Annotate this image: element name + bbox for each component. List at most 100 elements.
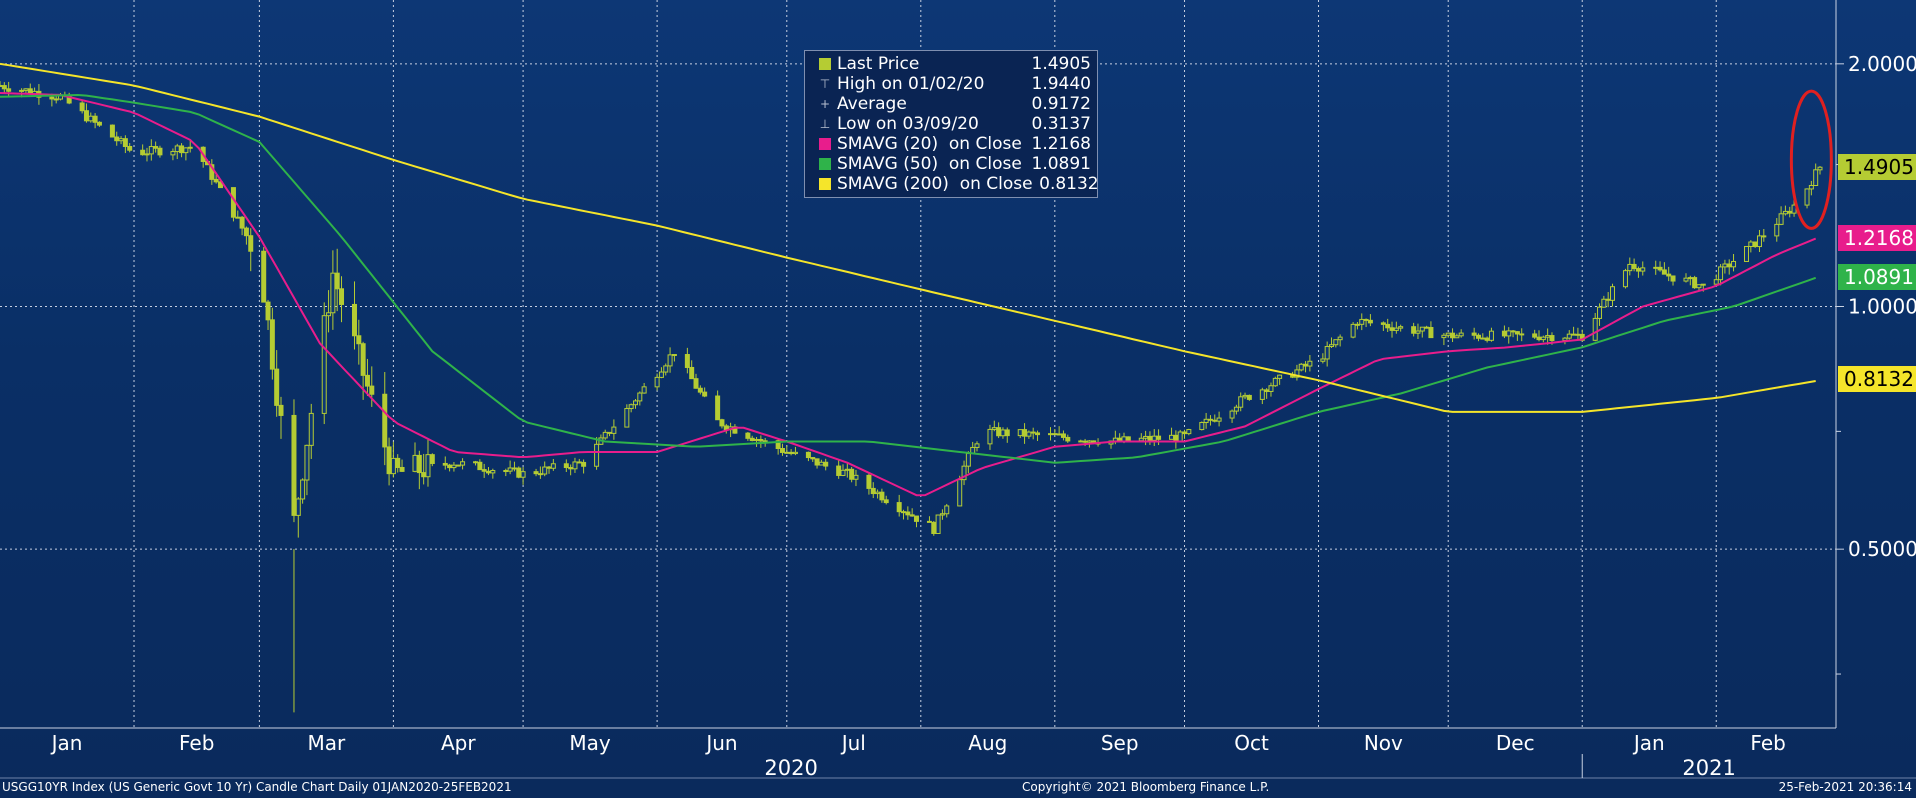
candle-body (537, 473, 543, 476)
candle-body (1238, 396, 1244, 408)
candle-body (19, 89, 25, 92)
highlight-ellipse (1789, 89, 1833, 230)
candle-body (658, 371, 664, 378)
candle-body (749, 437, 755, 442)
candle-body (866, 474, 872, 489)
candle-body (1657, 266, 1663, 271)
candle-body (961, 465, 967, 481)
candle-body (1004, 429, 1010, 437)
candle-body (248, 235, 254, 252)
candle-body (127, 145, 133, 151)
legend-label: SMAVG (50) on Close (837, 154, 1022, 174)
legend-value: 1.9440 (1031, 74, 1091, 94)
candle-body (602, 431, 608, 439)
candle-body (1169, 434, 1175, 440)
candle-body (1000, 429, 1006, 437)
candle-body (1536, 336, 1542, 341)
candle-body (416, 454, 422, 474)
candle-body (1718, 266, 1724, 281)
candle-body (304, 444, 310, 481)
candle-body (1017, 429, 1023, 437)
candle-body (486, 470, 492, 474)
candle-body (118, 138, 124, 142)
x-tick-label: Feb (1750, 731, 1785, 755)
candle-body (788, 451, 794, 455)
candle-body (1138, 437, 1144, 442)
candle-body (1817, 166, 1823, 171)
candle-body (875, 491, 881, 495)
price-tag: 1.4905 (1838, 153, 1916, 180)
candle-body (243, 227, 249, 237)
candle-body (779, 448, 785, 453)
x-tick-label: Oct (1234, 731, 1269, 755)
candle-body (451, 464, 457, 469)
legend-glyph-icon: ⊥ (819, 117, 831, 131)
candle-body (671, 354, 677, 357)
candle-body (295, 498, 301, 516)
candle-body (1631, 263, 1637, 270)
candle-body (122, 138, 128, 147)
candle-body (1488, 330, 1494, 341)
ma-line-smavg50 (0, 93, 1817, 464)
candle-body (568, 467, 574, 470)
candle-body (477, 461, 483, 471)
candle-body (974, 443, 980, 448)
candle-body (213, 178, 219, 183)
chart-legend: Last Price 1.4905 ⊤ High on 01/02/20 1.9440 +… (804, 50, 1099, 198)
legend-swatch (819, 58, 831, 70)
candle-body (6, 88, 12, 92)
candle-body (330, 272, 336, 314)
price-tag: 1.0891 (1838, 263, 1916, 290)
legend-value: 1.4905 (1031, 54, 1091, 74)
candle-body (473, 461, 479, 464)
candle-body (810, 457, 816, 460)
candle-body (1549, 335, 1555, 342)
candle-body (1761, 235, 1767, 238)
legend-swatch (819, 158, 831, 170)
candle-body (1307, 360, 1313, 367)
legend-item: SMAVG (20) on Close 1.2168 (809, 134, 1091, 154)
candle-body (641, 386, 647, 394)
candle-body (546, 466, 552, 469)
candle-body (883, 499, 889, 504)
candle-body (965, 453, 971, 467)
candle-body (1540, 336, 1546, 341)
candle-body (1722, 263, 1728, 268)
candle-body (1640, 267, 1646, 272)
candle-body (356, 335, 362, 345)
candle-body (364, 374, 370, 387)
candle-body (83, 110, 89, 122)
candle-body (563, 463, 569, 469)
candle-body (1389, 327, 1395, 331)
candle-body (274, 368, 280, 406)
candle-body (1748, 241, 1754, 247)
candle-body (840, 469, 846, 476)
candle-body (624, 408, 630, 428)
candle-body (654, 376, 660, 388)
candle-body (1393, 327, 1399, 331)
candle-body (1566, 333, 1572, 339)
candle-body (1571, 333, 1577, 336)
candle-body (836, 465, 842, 476)
candle-body (1272, 377, 1278, 387)
candle-body (1787, 210, 1793, 214)
legend-label: Average (837, 94, 907, 114)
candle-body (239, 216, 245, 229)
candle-body (455, 464, 461, 467)
candle-body (792, 451, 798, 455)
x-tick-label: Feb (179, 731, 214, 755)
candle-body (1086, 440, 1092, 443)
candle-body (1501, 330, 1507, 337)
candle-body (896, 502, 902, 513)
candle-body (1177, 431, 1183, 442)
candle-body (481, 469, 487, 472)
candle-body (1277, 374, 1283, 379)
candle-body (1575, 333, 1581, 336)
candle-body (935, 514, 941, 534)
candle-body (23, 88, 29, 91)
candle-body (1424, 326, 1430, 329)
candle-body (1484, 337, 1490, 341)
candle-body (1756, 235, 1762, 248)
candle-body (901, 511, 907, 514)
